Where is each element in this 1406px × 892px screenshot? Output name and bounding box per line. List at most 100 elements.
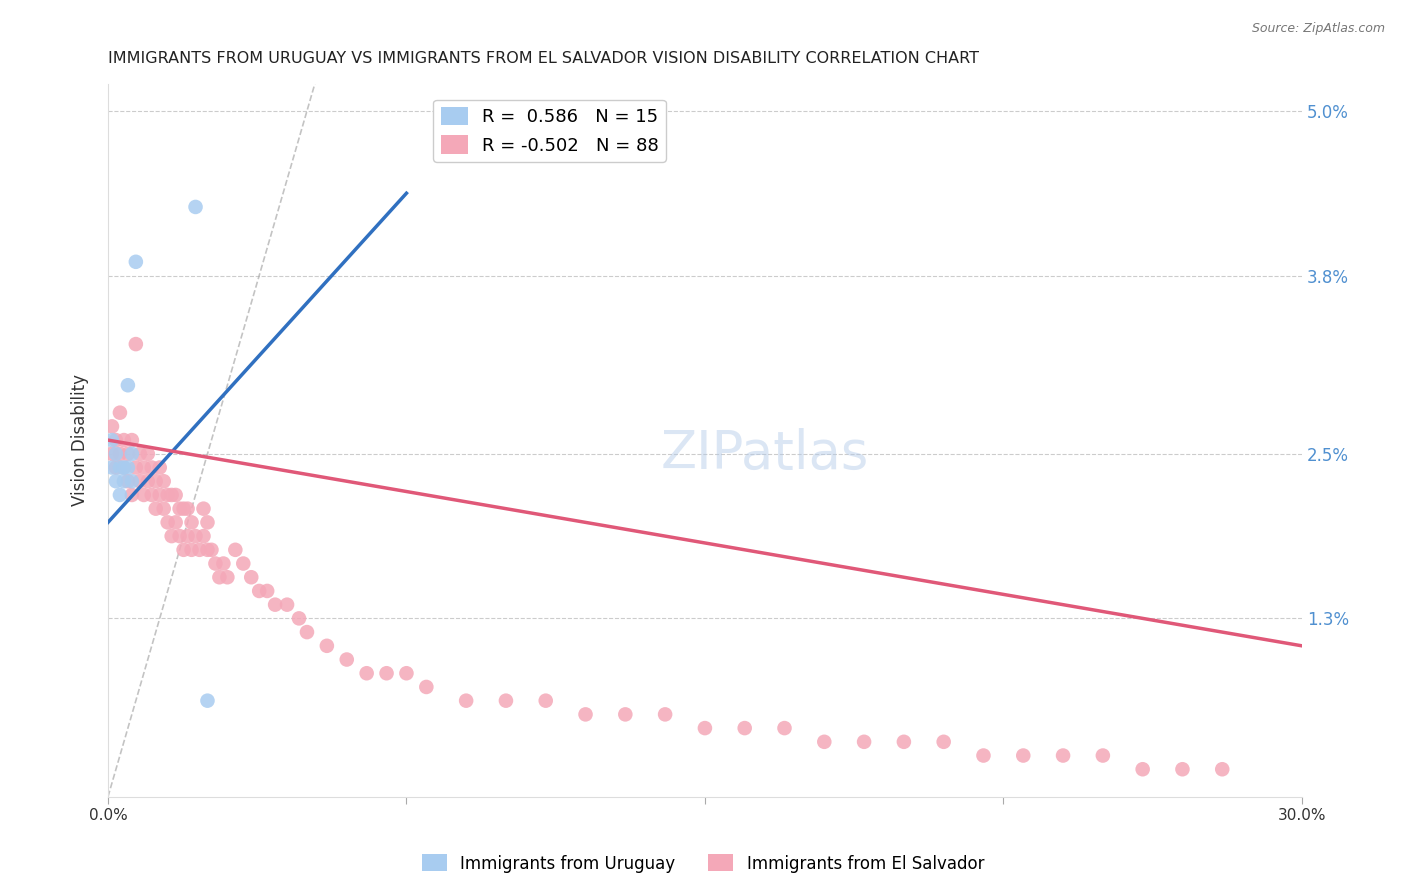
Point [200, 542, 222, 557]
Point [173, 501, 195, 516]
Point [132, 460, 155, 475]
Point [169, 529, 191, 543]
Point [375, 666, 398, 681]
Text: IMMIGRANTS FROM URUGUAY VS IMMIGRANTS FROM EL SALVADOR VISION DISABILITY CORRELA: IMMIGRANTS FROM URUGUAY VS IMMIGRANTS FR… [108, 51, 979, 66]
Point [101, 460, 124, 475]
Legend: Immigrants from Uruguay, Immigrants from El Salvador: Immigrants from Uruguay, Immigrants from… [415, 847, 991, 880]
Point [108, 447, 131, 461]
Point [145, 501, 167, 516]
Point [117, 378, 139, 392]
Point [132, 488, 155, 502]
Point [104, 475, 127, 489]
Point [104, 433, 127, 447]
Point [173, 542, 195, 557]
Point [128, 475, 150, 489]
Point [276, 598, 298, 612]
Point [1211, 762, 1233, 776]
Point [121, 488, 143, 502]
Point [108, 460, 131, 475]
Point [160, 529, 183, 543]
Point [156, 516, 179, 530]
Point [184, 529, 207, 543]
Point [456, 694, 478, 708]
Point [169, 501, 191, 516]
Point [104, 447, 127, 461]
Point [125, 255, 148, 269]
Point [101, 433, 124, 447]
Point [853, 735, 876, 749]
Point [773, 721, 796, 735]
Point [121, 433, 143, 447]
Point [197, 542, 219, 557]
Point [264, 598, 287, 612]
Point [1012, 748, 1035, 763]
Point [1171, 762, 1194, 776]
Point [176, 529, 198, 543]
Point [193, 501, 215, 516]
Point [654, 707, 676, 722]
Point [141, 488, 163, 502]
Point [197, 694, 219, 708]
Point [104, 460, 127, 475]
Point [145, 475, 167, 489]
Point [180, 542, 202, 557]
Point [295, 625, 318, 640]
Point [180, 516, 202, 530]
Point [149, 460, 172, 475]
Point [165, 488, 187, 502]
Point [1091, 748, 1114, 763]
Point [972, 748, 994, 763]
Point [693, 721, 716, 735]
Y-axis label: Vision Disability: Vision Disability [72, 374, 89, 506]
Point [165, 516, 187, 530]
Point [356, 666, 378, 681]
Point [893, 735, 915, 749]
Point [125, 460, 148, 475]
Point [121, 447, 143, 461]
Point [574, 707, 596, 722]
Point [204, 557, 226, 571]
Point [240, 570, 263, 584]
Point [1052, 748, 1074, 763]
Point [184, 200, 207, 214]
Point [101, 447, 124, 461]
Point [149, 488, 172, 502]
Point [156, 488, 179, 502]
Point [197, 516, 219, 530]
Point [232, 557, 254, 571]
Point [152, 501, 174, 516]
Point [212, 557, 235, 571]
Point [117, 447, 139, 461]
Point [108, 488, 131, 502]
Point [101, 419, 124, 434]
Point [315, 639, 337, 653]
Legend: R =  0.586   N = 15, R = -0.502   N = 88: R = 0.586 N = 15, R = -0.502 N = 88 [433, 100, 666, 161]
Point [136, 447, 159, 461]
Point [395, 666, 418, 681]
Point [112, 460, 135, 475]
Point [112, 460, 135, 475]
Point [336, 652, 359, 666]
Text: Source: ZipAtlas.com: Source: ZipAtlas.com [1251, 22, 1385, 36]
Point [224, 542, 246, 557]
Point [208, 570, 231, 584]
Point [152, 475, 174, 489]
Point [813, 735, 835, 749]
Point [117, 475, 139, 489]
Point [193, 529, 215, 543]
Point [188, 542, 211, 557]
Text: ZIPatlas: ZIPatlas [661, 428, 869, 481]
Point [534, 694, 557, 708]
Point [176, 501, 198, 516]
Point [415, 680, 437, 694]
Point [128, 447, 150, 461]
Point [495, 694, 517, 708]
Point [247, 584, 270, 599]
Point [136, 475, 159, 489]
Point [112, 475, 135, 489]
Point [217, 570, 239, 584]
Point [1132, 762, 1154, 776]
Point [141, 460, 163, 475]
Point [108, 406, 131, 420]
Point [734, 721, 756, 735]
